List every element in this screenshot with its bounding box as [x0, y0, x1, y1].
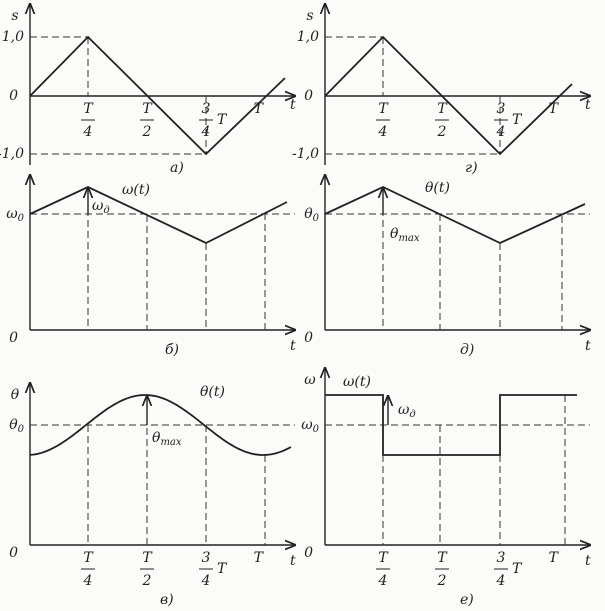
y-tick-label: 1,0 — [2, 29, 24, 45]
y-tick-label: -1,0 — [0, 146, 24, 162]
tick-numerator: T — [142, 550, 153, 566]
y-axis-label: θ — [11, 387, 20, 403]
tick-suffix: T — [217, 561, 228, 577]
curve — [324, 35, 573, 156]
y-tick-label: θ0 — [9, 417, 24, 435]
y-axis-label: ω — [304, 372, 316, 388]
deviation-label-base: θ — [390, 226, 399, 242]
curve — [324, 186, 586, 244]
x-axis-label: t — [290, 553, 296, 569]
tick-numerator: T — [437, 101, 448, 117]
y-axis-label: s — [306, 8, 313, 24]
deviation-label-base: θ — [152, 430, 161, 446]
deviation-label: θmax — [152, 430, 182, 448]
tick-numerator: T — [437, 550, 448, 566]
tick-numerator: T — [83, 101, 94, 117]
tick-numerator: 3 — [202, 550, 211, 566]
y-tick-label: 1,0 — [297, 29, 319, 45]
x-tick-label: T — [549, 101, 560, 117]
curve-label: ω(t) — [343, 374, 371, 390]
tick-suffix: T — [512, 561, 523, 577]
tick-denominator: 2 — [142, 124, 152, 140]
tick-denominator: 4 — [83, 573, 93, 589]
tick-numerator: T — [378, 101, 389, 117]
origin-label: 0 — [304, 330, 313, 346]
origin-label: 0 — [304, 88, 313, 104]
tick-numerator: T — [378, 550, 389, 566]
deviation-label: θmax — [390, 226, 420, 244]
tick-suffix: T — [217, 112, 228, 128]
tick-denominator: 4 — [378, 573, 388, 589]
tick-denominator: 4 — [378, 124, 388, 140]
tick-numerator: 3 — [497, 550, 506, 566]
tick-suffix: T — [512, 112, 523, 128]
tick-denominator: 4 — [496, 124, 506, 140]
deviation-label-sub: max — [398, 233, 419, 244]
panel-label: а) — [170, 160, 184, 176]
curve-label: ω(t) — [122, 182, 150, 198]
curve — [29, 186, 288, 245]
deviation-label-base: ω — [92, 198, 104, 214]
origin-label: 0 — [9, 545, 18, 561]
deviation-label-sub: max — [160, 437, 181, 448]
x-axis-label: t — [585, 553, 591, 569]
curve-label: θ(t) — [425, 180, 450, 196]
panel-label: б) — [165, 342, 179, 358]
tick-denominator: 4 — [496, 573, 506, 589]
origin-label: 0 — [9, 88, 18, 104]
y-tick-label: θ0 — [304, 206, 319, 224]
curve-label: θ(t) — [200, 384, 225, 400]
x-axis-label: t — [290, 97, 296, 113]
y-tick-label-base: ω — [6, 206, 18, 222]
deviation-label: ωд — [92, 198, 110, 216]
x-tick-label: T — [254, 550, 265, 566]
tick-numerator: T — [142, 101, 153, 117]
tick-denominator: 2 — [142, 573, 152, 589]
y-axis-label: s — [11, 8, 18, 24]
curve — [29, 394, 292, 456]
y-tick-label: ω0 — [301, 417, 319, 435]
deviation-label: ωд — [398, 402, 416, 420]
tick-numerator: T — [83, 550, 94, 566]
y-tick-label-sub: 0 — [18, 213, 25, 224]
y-tick-label-sub: 0 — [313, 424, 320, 435]
x-axis-label: t — [585, 97, 591, 113]
y-tick-label-base: θ — [304, 206, 313, 222]
panel-label: е) — [460, 592, 474, 608]
curve — [325, 394, 577, 456]
y-tick-label: ω0 — [6, 206, 24, 224]
tick-numerator: 3 — [202, 101, 211, 117]
tick-denominator: 2 — [437, 124, 447, 140]
tick-denominator: 4 — [201, 573, 211, 589]
tick-denominator: 2 — [437, 573, 447, 589]
y-tick-label-base: ω — [301, 417, 313, 433]
deviation-label-sub: д — [409, 409, 415, 420]
tick-numerator: 3 — [497, 101, 506, 117]
tick-denominator: 4 — [83, 124, 93, 140]
y-tick-label-base: θ — [9, 417, 18, 433]
x-tick-label: T — [549, 550, 560, 566]
deviation-label-sub: д — [103, 205, 109, 216]
x-tick-label: T — [254, 101, 265, 117]
y-tick-label: -1,0 — [292, 146, 319, 162]
y-tick-label-sub: 0 — [18, 424, 25, 435]
panel-label: д) — [460, 342, 474, 358]
y-tick-label-sub: 0 — [313, 213, 320, 224]
origin-label: 0 — [304, 545, 313, 561]
tick-denominator: 4 — [201, 124, 211, 140]
panel-label: в) — [160, 592, 174, 608]
curve — [29, 35, 286, 156]
panel-label: г) — [465, 160, 478, 176]
origin-label: 0 — [9, 330, 18, 346]
x-axis-label: t — [585, 338, 591, 354]
x-axis-label: t — [290, 338, 296, 354]
deviation-label-base: ω — [398, 402, 410, 418]
